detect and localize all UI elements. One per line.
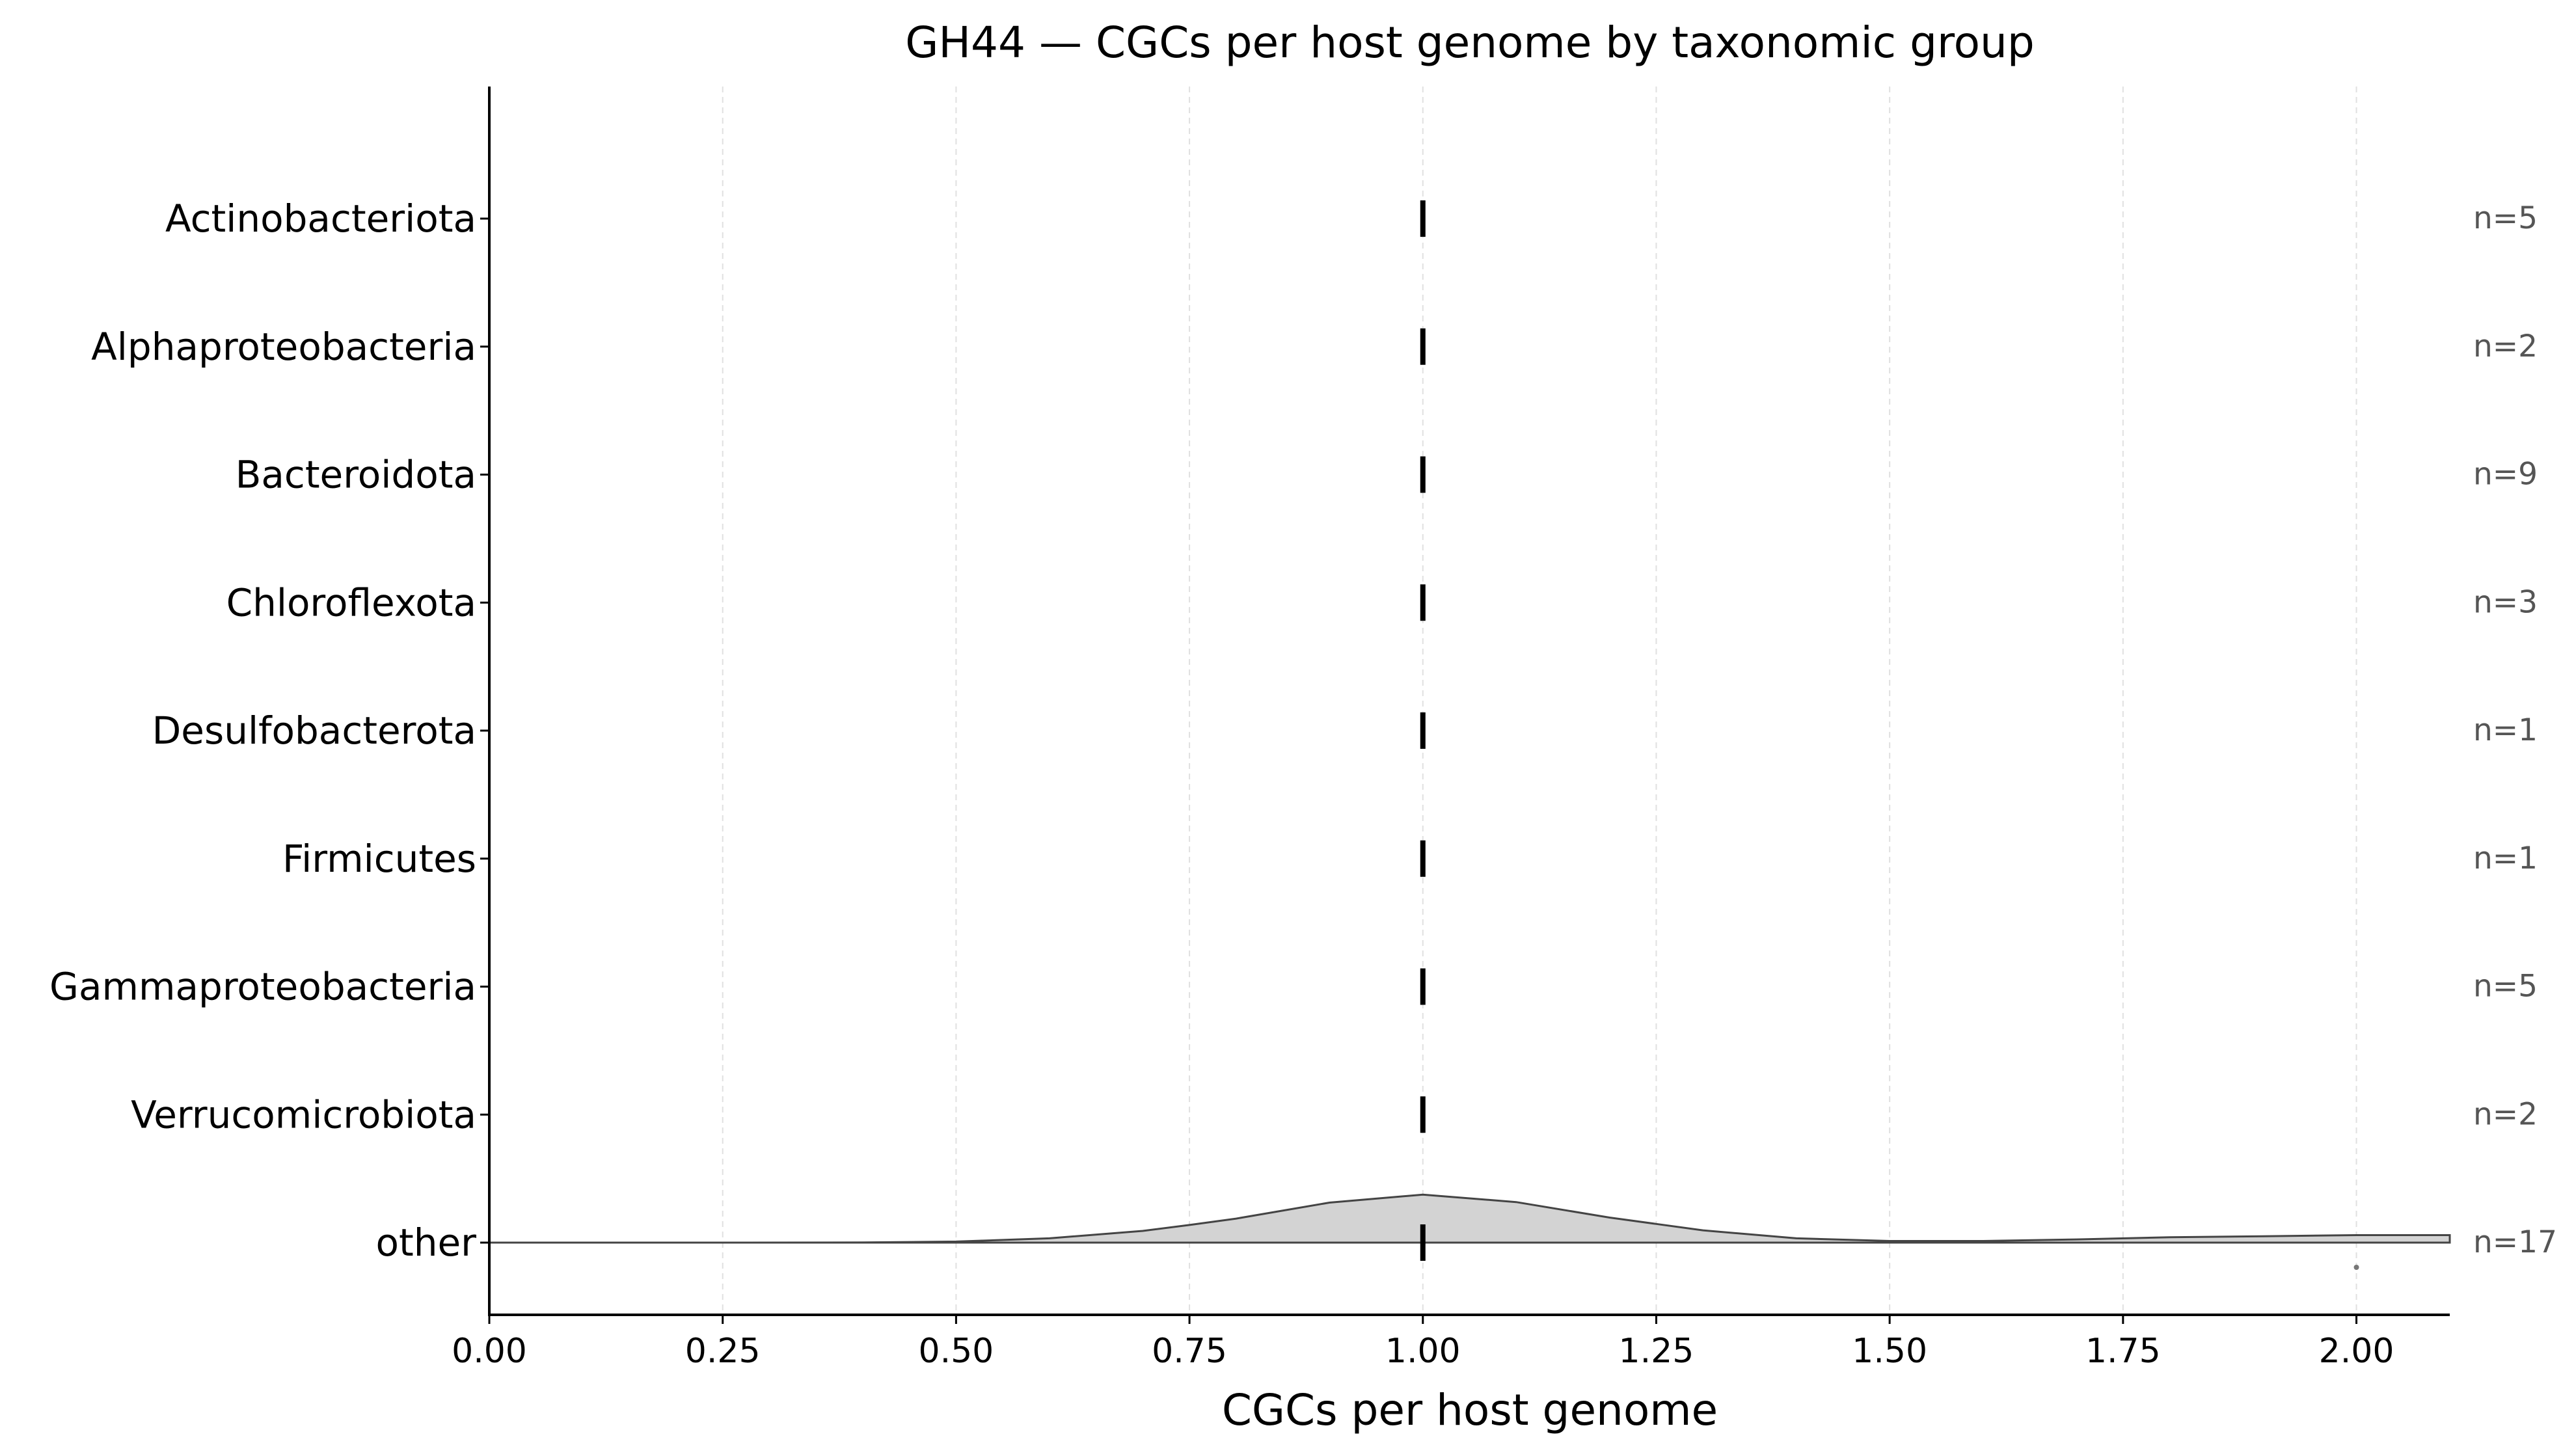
- x-tick-label-0: 0.00: [452, 1332, 527, 1371]
- n-label-6: n=5: [2473, 969, 2538, 1004]
- violin-other: [489, 1193, 2451, 1244]
- x-tick-label-4: 1.00: [1385, 1332, 1461, 1371]
- y-tick-label-6: Gammaproteobacteria: [49, 965, 476, 1009]
- y-tick-label-1: Alphaproteobacteria: [91, 325, 476, 369]
- x-tick-label-3: 0.75: [1152, 1332, 1227, 1371]
- n-label-7: n=2: [2473, 1096, 2538, 1132]
- n-label-5: n=1: [2473, 841, 2538, 876]
- n-label-4: n=1: [2473, 712, 2538, 748]
- n-label-0: n=5: [2473, 200, 2538, 236]
- n-label-2: n=9: [2473, 457, 2538, 492]
- y-tick-label-2: Bacteroidota: [236, 453, 476, 497]
- x-tick-label-2: 0.50: [918, 1332, 994, 1371]
- outlier-layer: [2353, 1265, 2359, 1270]
- x-tick-label-8: 2.00: [2319, 1332, 2394, 1371]
- y-tick-label-4: Desulfobacterota: [152, 708, 476, 753]
- x-tick-label-6: 1.50: [1852, 1332, 1927, 1371]
- n-labels: n=5 n=2 n=9 n=3 n=1 n=1 n=5 n=2 n=17: [2473, 200, 2557, 1260]
- x-tick-label-1: 0.25: [685, 1332, 761, 1371]
- n-label-1: n=2: [2473, 329, 2538, 364]
- y-ticks: Actinobacteriota Alphaproteobacteria Bacte…: [49, 196, 489, 1265]
- y-tick-label-7: Verrucomicrobiota: [131, 1092, 476, 1137]
- y-tick-label-0: Actinobacteriota: [165, 196, 476, 241]
- grid-layer: [722, 87, 2357, 1315]
- y-tick-label-8: other: [375, 1220, 476, 1265]
- x-ticks: 0.00 0.25 0.50 0.75 1.00 1.25 1.50 1.75 2.00: [452, 1315, 2394, 1371]
- violin-layer: [489, 1193, 2451, 1244]
- chart-title: GH44 — CGCs per host genome by taxonomic…: [905, 18, 2035, 68]
- y-tick-label-3: Chloroflexota: [226, 580, 476, 625]
- outlier-point-0: [2353, 1265, 2359, 1270]
- n-label-8: n=17: [2473, 1224, 2557, 1260]
- x-axis-label: CGCs per host genome: [1222, 1385, 1718, 1435]
- x-tick-label-7: 1.75: [2085, 1332, 2161, 1371]
- y-tick-label-5: Firmicutes: [282, 837, 476, 881]
- n-label-3: n=3: [2473, 584, 2538, 620]
- x-tick-label-5: 1.25: [1619, 1332, 1694, 1371]
